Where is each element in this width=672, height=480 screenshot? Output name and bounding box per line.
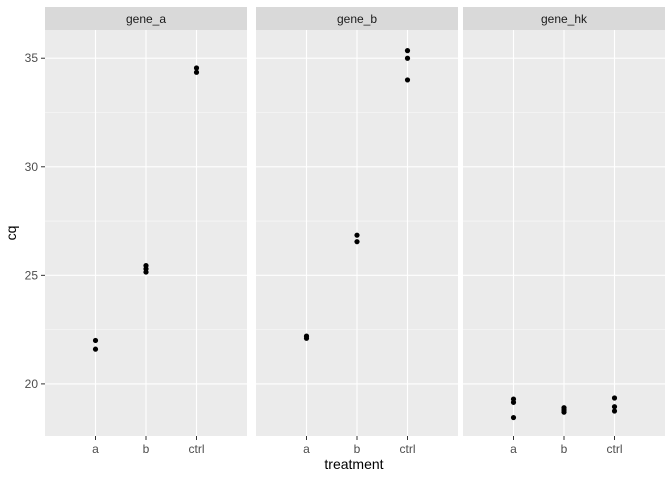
x-tick-label: b xyxy=(143,442,150,456)
facet-strip xyxy=(256,7,458,30)
y-tick-label: 30 xyxy=(25,160,39,174)
x-tick-label: ctrl xyxy=(189,442,205,456)
panels-layer: gene_a gene_b gene_hk xyxy=(45,7,665,436)
x-tick-label: a xyxy=(303,442,310,456)
x-tick-label: ctrl xyxy=(607,442,623,456)
y-tick-label: 35 xyxy=(25,51,39,65)
data-point xyxy=(561,409,567,415)
y-tick-label: 25 xyxy=(25,268,39,282)
data-point xyxy=(611,408,618,414)
x-tick-label: a xyxy=(510,442,517,456)
x-axis-title: treatment xyxy=(324,456,383,472)
data-point xyxy=(404,77,411,83)
data-point xyxy=(510,414,517,421)
data-point xyxy=(303,335,310,341)
y-axis: 20 25 30 35 xyxy=(25,51,45,391)
data-point xyxy=(404,48,411,54)
facet-strip xyxy=(45,7,247,30)
data-point xyxy=(92,346,99,352)
x-tick-label: b xyxy=(561,442,568,456)
panel-gene_b: gene_b xyxy=(256,7,458,436)
data-point xyxy=(611,404,618,410)
data-point xyxy=(354,239,360,245)
facet-strip-label: gene_b xyxy=(337,12,377,26)
y-axis-title: cq xyxy=(3,226,19,241)
data-point xyxy=(193,65,200,71)
panel-gene_hk: gene_hk xyxy=(463,7,665,436)
data-point xyxy=(510,399,517,405)
facet-strip xyxy=(463,7,665,30)
x-axis: a b ctrl a b ctrl a b ctrl xyxy=(92,436,623,456)
data-point xyxy=(92,337,99,344)
panel-gene_a: gene_a xyxy=(45,7,247,436)
y-tick-label: 20 xyxy=(25,377,39,391)
x-tick-label: ctrl xyxy=(400,442,416,456)
data-point xyxy=(404,55,411,61)
facet-strip-label: gene_hk xyxy=(541,12,588,26)
x-tick-label: a xyxy=(92,442,99,456)
data-point xyxy=(611,395,618,401)
data-point xyxy=(143,269,149,275)
data-point xyxy=(354,232,360,238)
x-tick-label: b xyxy=(354,442,361,456)
data-point xyxy=(193,69,200,75)
facet-strip-label: gene_a xyxy=(126,12,166,26)
